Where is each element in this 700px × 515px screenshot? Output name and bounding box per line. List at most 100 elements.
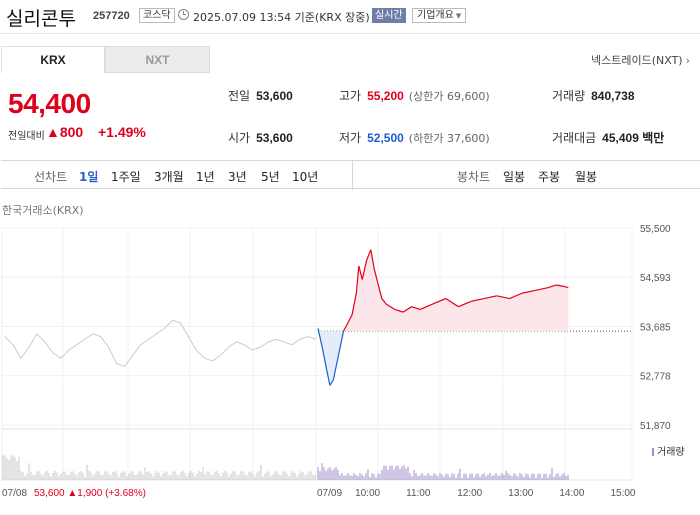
realtime-badge: 실시간 [372,8,406,23]
line-chart-label: 선차트 [34,170,68,184]
price-segment [365,249,372,261]
price-segment [509,292,523,300]
chevron-right-icon: › [685,54,690,67]
price-segment [483,295,497,300]
price-segment [343,322,349,332]
price-segment [419,303,434,310]
stock-header: 실리콘투 257720 코스닥 2025.07.09 13:54 기준(KRX … [0,0,700,34]
plot-frame [1,227,633,481]
period-1d[interactable]: 1일 [79,170,99,184]
period-10y[interactable]: 10년 [292,170,319,184]
volume-value: 840,738 [591,89,635,103]
nextrade-link[interactable]: 넥스트레이드(NXT) › [591,52,690,68]
clock-icon [178,9,189,20]
price-segment [432,297,446,305]
candle-chart-label: 봉차트 [457,170,491,184]
x-tick-label: 15:00 [610,488,635,499]
market-badge: 코스닥 [139,8,175,23]
trade-value-value: 45,409 백만 [602,131,665,145]
company-overview-button[interactable]: 기업개요 ▼ [412,8,467,23]
open-label: 시가 [228,131,251,145]
price-segment [329,379,334,386]
period-1w[interactable]: 1주일 [111,170,141,184]
price-segment [445,298,459,308]
price-segment [325,368,331,386]
open-value: 53,600 [256,131,293,145]
info-open: 시가 53,600 [228,129,293,146]
x-tick-label: 13:00 [508,488,533,499]
price-segment [496,295,510,300]
candle-weekly[interactable]: 주봉 [538,170,561,184]
price-segment [411,306,421,310]
stock-name: 실리콘투 [6,8,76,30]
price-segment [355,265,360,294]
x-tick-label: 11:00 [406,488,431,499]
lower-limit: (하한가 37,600) [408,132,490,145]
info-volume: 거래량 840,738 [552,87,635,104]
info-low: 저가 52,500 (하한가 37,600) [339,129,490,146]
x-tick-label: 10:00 [355,488,380,499]
price-segment [347,314,353,324]
period-1y[interactable]: 1년 [196,170,215,184]
period-5y[interactable]: 5년 [261,170,280,184]
price-segment [547,284,557,289]
period-3m[interactable]: 3개월 [154,170,184,184]
period-3y[interactable]: 3년 [228,170,247,184]
x-tick-label: 07/09 [317,488,342,499]
tab-krx[interactable]: KRX [1,46,105,73]
candle-monthly[interactable]: 월봉 [575,170,598,184]
price-segment [351,293,357,315]
low-label: 저가 [339,131,362,145]
price-segment [394,308,404,313]
price-segment [564,286,569,289]
high-label: 고가 [339,89,362,103]
high-value: 55,200 [367,89,404,103]
trade-value-label: 거래대금 [552,131,597,145]
price-chart: 55,500 54,593 53,685 52,778 51,870 07/08 07/09… [1,224,671,499]
price-segment [373,268,379,283]
change-amount: ▲800 [46,124,84,140]
stock-code: 257720 [93,10,130,22]
price-segment [522,289,536,294]
chevron-down-icon: ▼ [455,12,462,20]
price-segment [370,249,375,269]
price-segment [385,303,395,310]
down-area [318,331,569,386]
y-tick-label: 55,500 [640,224,671,235]
change-label: 전일대비 [8,131,45,142]
chart-source-title: 한국거래소(KRX) [2,204,84,217]
price-segment [534,287,548,291]
price-segment [381,298,387,305]
price-segment [339,330,345,348]
price-segment [556,284,565,288]
y-tick-label: 51,870 [640,421,671,432]
chart-period-toolbar: 선차트 1일 1주일 3개월 1년 3년 5년 10년 봉차트 일봉 주봉 월봉 [1,160,700,190]
up-area [318,249,569,332]
timestamp: 2025.07.09 13:54 기준(KRX 장중) [193,11,370,24]
y-tick-label: 52,778 [640,372,671,383]
price-segment [377,282,383,299]
change-percent: +1.49% [98,124,146,140]
volume-label: 거래량 [552,89,586,103]
toolbar-divider [352,161,353,190]
y-tick-label: 53,685 [640,323,671,334]
price-segment [317,328,323,348]
upper-limit: (상한가 69,600) [408,90,490,103]
price-segment [361,260,368,280]
info-prev-close: 전일 53,600 [228,87,293,104]
current-price: 54,400 [8,88,91,119]
nextrade-label: 넥스트레이드(NXT) [591,54,683,67]
x-tick-label: 07/08 [2,488,27,499]
tab-nxt[interactable]: NXT [105,46,210,73]
candle-daily[interactable]: 일봉 [503,170,526,184]
prev-close-summary: 53,600 ▲1,900 (+3.68%) [34,488,146,499]
price-segment [471,297,485,302]
volume-legend: 거래량 [652,443,685,458]
info-trade-value: 거래대금 45,409 백만 [552,129,664,146]
price-segment [332,363,338,381]
price-segment [358,265,363,280]
price-segment [458,300,472,308]
prev-close-value: 53,600 [256,89,293,103]
low-value: 52,500 [367,131,404,145]
company-overview-label: 기업개요 [417,10,454,21]
